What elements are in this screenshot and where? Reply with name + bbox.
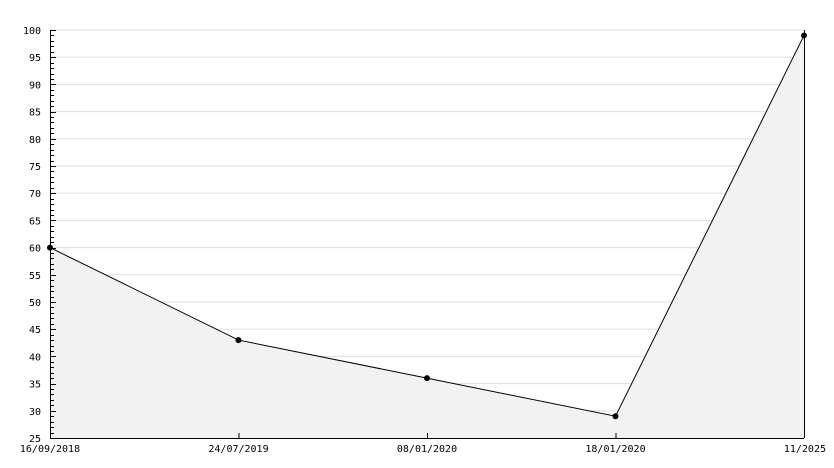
y-tick-label: 35 (29, 380, 41, 391)
x-tick-label: 16/09/2018 (20, 444, 80, 455)
data-point (801, 32, 807, 39)
y-tick-label: 70 (29, 189, 41, 200)
y-tick-label: 50 (29, 298, 41, 309)
y-tick-label: 85 (29, 108, 41, 119)
data-point (235, 337, 242, 344)
data-point (612, 413, 619, 420)
x-tick-label: 08/01/2020 (397, 444, 457, 455)
y-tick-label: 75 (29, 162, 41, 173)
y-tick-label: 30 (29, 407, 41, 418)
y-axis-labels: 25 30 35 40 45 50 55 60 65 70 75 80 85 90 95 100 (23, 26, 41, 445)
y-tick-label: 80 (29, 135, 41, 146)
y-tick-label: 100 (23, 26, 41, 37)
axes (50, 30, 805, 439)
x-tick-label: 24/07/2019 (208, 444, 268, 455)
data-points (47, 32, 807, 420)
x-tick-label: 18/01/2020 (585, 444, 645, 455)
x-axis-labels: 16/09/2018 24/07/2019 08/01/2020 18/01/2020… (20, 444, 826, 455)
y-tick-label: 40 (29, 352, 41, 363)
y-tick-label: 45 (29, 325, 41, 336)
y-tick-label: 60 (29, 244, 41, 255)
data-point (47, 244, 53, 251)
area-fill (50, 35, 804, 438)
y-tick-label: 55 (29, 271, 41, 282)
gridlines (50, 29, 804, 412)
data-point (424, 375, 430, 382)
x-tick-label: 11/2025 (784, 444, 826, 455)
y-tick-label: 65 (29, 216, 41, 227)
y-tick-label: 25 (29, 434, 41, 445)
y-tick-label: 90 (29, 80, 41, 91)
y-tick-label: 95 (29, 53, 41, 64)
